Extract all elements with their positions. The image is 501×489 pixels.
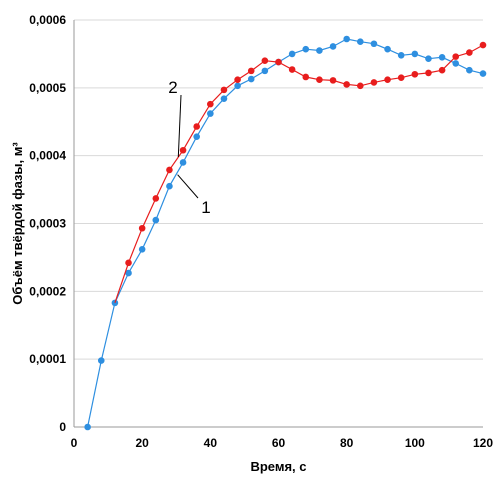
series-2-point [193,123,200,130]
series-1-point [288,50,296,58]
series-2-point [343,81,350,88]
callout-label-1: 1 [201,198,210,217]
series-2-point [125,259,132,267]
series-2-point [329,77,337,84]
y-tick-label: 0,0004 [29,149,66,163]
y-tick-label: 0 [59,420,66,434]
x-tick-label: 80 [340,436,354,450]
series-2-point [438,66,446,74]
series-2-join-segment [114,262,130,304]
series-2-point [384,76,391,83]
series-1-point [438,54,446,61]
series-2-point [452,53,460,60]
series-1-point [425,55,432,62]
series-1-point [370,40,378,48]
series-1-point [261,67,269,75]
series-1-point [179,159,187,166]
series-2-point [234,76,241,83]
series-2-point [275,58,282,66]
series-2-point [247,67,255,75]
series-1-point [84,423,91,431]
x-axis-title: Время, с [250,459,306,474]
series-2-point [220,86,228,94]
series-2-point [479,41,487,49]
series-layer [84,35,487,431]
series-1-point [384,45,391,53]
y-axis-title: Объём твёрдой фазы, м³ [10,142,25,305]
series-2-point [288,66,296,73]
series-1-point [97,357,105,364]
series-2-point [411,70,419,78]
x-tick-label: 40 [204,436,218,450]
series-2-point [466,49,473,56]
y-tick-label: 0,0003 [29,217,66,231]
series-1-point [247,75,255,83]
x-tick-label: 0 [71,436,78,450]
callout-leader-1 [177,174,199,199]
series-1-point [397,51,405,59]
series-1-point [316,47,323,54]
series-1-point [166,182,173,190]
series-1 [84,35,487,431]
grid-layer [74,19,483,360]
series-2-point [370,79,378,86]
series-1-point [357,38,364,46]
axes-layer [73,20,483,428]
series-1-point [329,43,337,50]
series-1-point [220,95,228,102]
series-2-point [425,69,432,77]
y-tick-label: 0,0006 [29,13,66,27]
series-2-point [166,166,173,174]
series-1-point [302,45,310,53]
annotations: 21 [168,78,210,217]
callout-leader-2 [177,94,182,158]
series-2-point [207,100,214,108]
series-1-point [466,66,473,74]
series-2-point [316,76,323,83]
series-1-point [234,82,241,90]
y-tick-label: 0,0005 [29,81,66,95]
series-1-point [343,35,350,43]
y-tick-label: 0,0001 [29,352,66,366]
x-tick-label: 120 [473,436,493,450]
series-1-point [207,110,214,117]
series-1-point [193,133,200,140]
tick-labels: 0 0,0001 0,0002 0,0003 0,0004 0,0005 0,0006 0 20… [29,13,493,450]
series-1-point [479,70,487,77]
series-1-point [111,299,119,307]
series-1-point [452,60,460,67]
x-tick-label: 60 [272,436,286,450]
series-2-point [302,73,310,81]
series-2-point [152,195,160,202]
series-2-point [179,146,187,154]
callout-label-2: 2 [168,78,177,97]
series-1-point [411,50,419,58]
series-2-point [261,57,269,64]
y-tick-label: 0,0002 [29,284,66,298]
series-1-point [138,245,146,253]
series-1-point [125,269,132,277]
series-2-point [357,82,364,90]
series-2 [114,41,487,304]
x-tick-label: 100 [405,436,425,450]
series-2-point [138,224,146,232]
series-1-point [152,216,160,224]
x-tick-label: 20 [135,436,149,450]
series-2-point [397,74,405,81]
